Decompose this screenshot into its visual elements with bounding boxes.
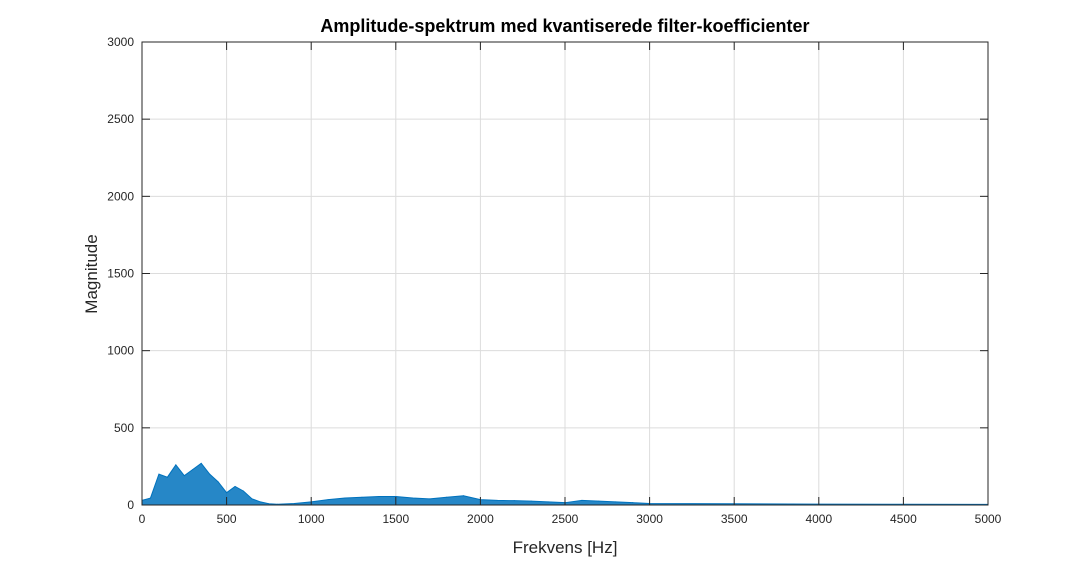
data-point <box>158 473 160 475</box>
y-tick-label: 500 <box>114 421 134 435</box>
x-tick-label: 2500 <box>552 512 579 526</box>
data-point <box>268 503 270 505</box>
x-tick-label: 500 <box>217 512 237 526</box>
data-point <box>243 490 245 492</box>
x-tick-label: 3500 <box>721 512 748 526</box>
grid <box>142 42 988 505</box>
data-point <box>149 497 151 499</box>
data-point <box>598 500 600 502</box>
data-point <box>446 496 448 498</box>
x-tick-label: 0 <box>139 512 146 526</box>
data-point <box>632 502 634 504</box>
data-point <box>344 497 346 499</box>
ticks <box>141 41 989 506</box>
y-tick-label: 2500 <box>107 112 134 126</box>
data-point <box>412 497 414 499</box>
data-point <box>192 469 194 471</box>
data-point <box>615 501 617 503</box>
tick-labels: 0 500 1000 1500 2000 2500 3000 3500 4000 4500 5000… <box>107 35 1001 526</box>
data-point <box>175 464 177 466</box>
data-point <box>276 503 278 505</box>
y-tick-label: 3000 <box>107 35 134 49</box>
data-point <box>166 476 168 478</box>
x-tick-label: 1000 <box>298 512 325 526</box>
x-tick-label: 1500 <box>382 512 409 526</box>
y-tick-label: 1000 <box>107 344 134 358</box>
data-point <box>361 496 363 498</box>
y-tick-label: 1500 <box>107 267 134 281</box>
x-tick-label: 2000 <box>467 512 494 526</box>
x-tick-label: 3000 <box>636 512 663 526</box>
x-tick-label: 4500 <box>890 512 917 526</box>
y-axis-label: Magnitude <box>82 234 101 313</box>
data-point <box>496 499 498 501</box>
chart-title: Amplitude-spektrum med kvantiserede filt… <box>320 16 809 36</box>
data-point <box>395 496 397 498</box>
data-point <box>226 492 228 494</box>
data-point <box>378 496 380 498</box>
data-point <box>217 481 219 483</box>
x-tick-label: 5000 <box>975 512 1002 526</box>
data-point <box>530 500 532 502</box>
x-tick-label: 4000 <box>805 512 832 526</box>
data-point <box>200 462 202 464</box>
data-point <box>462 495 464 497</box>
y-tick-label: 2000 <box>107 189 134 203</box>
x-axis-label: Frekvens [Hz] <box>513 538 618 557</box>
data-point <box>327 499 329 501</box>
y-tick-label: 0 <box>127 498 134 512</box>
data-point <box>513 500 515 502</box>
data-point <box>547 501 549 503</box>
data-point <box>183 475 185 477</box>
data-point <box>251 498 253 500</box>
data-point <box>209 473 211 475</box>
data-point <box>293 502 295 504</box>
data-point <box>234 485 236 487</box>
data-point <box>429 498 431 500</box>
data-point <box>259 501 261 503</box>
data-point <box>581 499 583 501</box>
